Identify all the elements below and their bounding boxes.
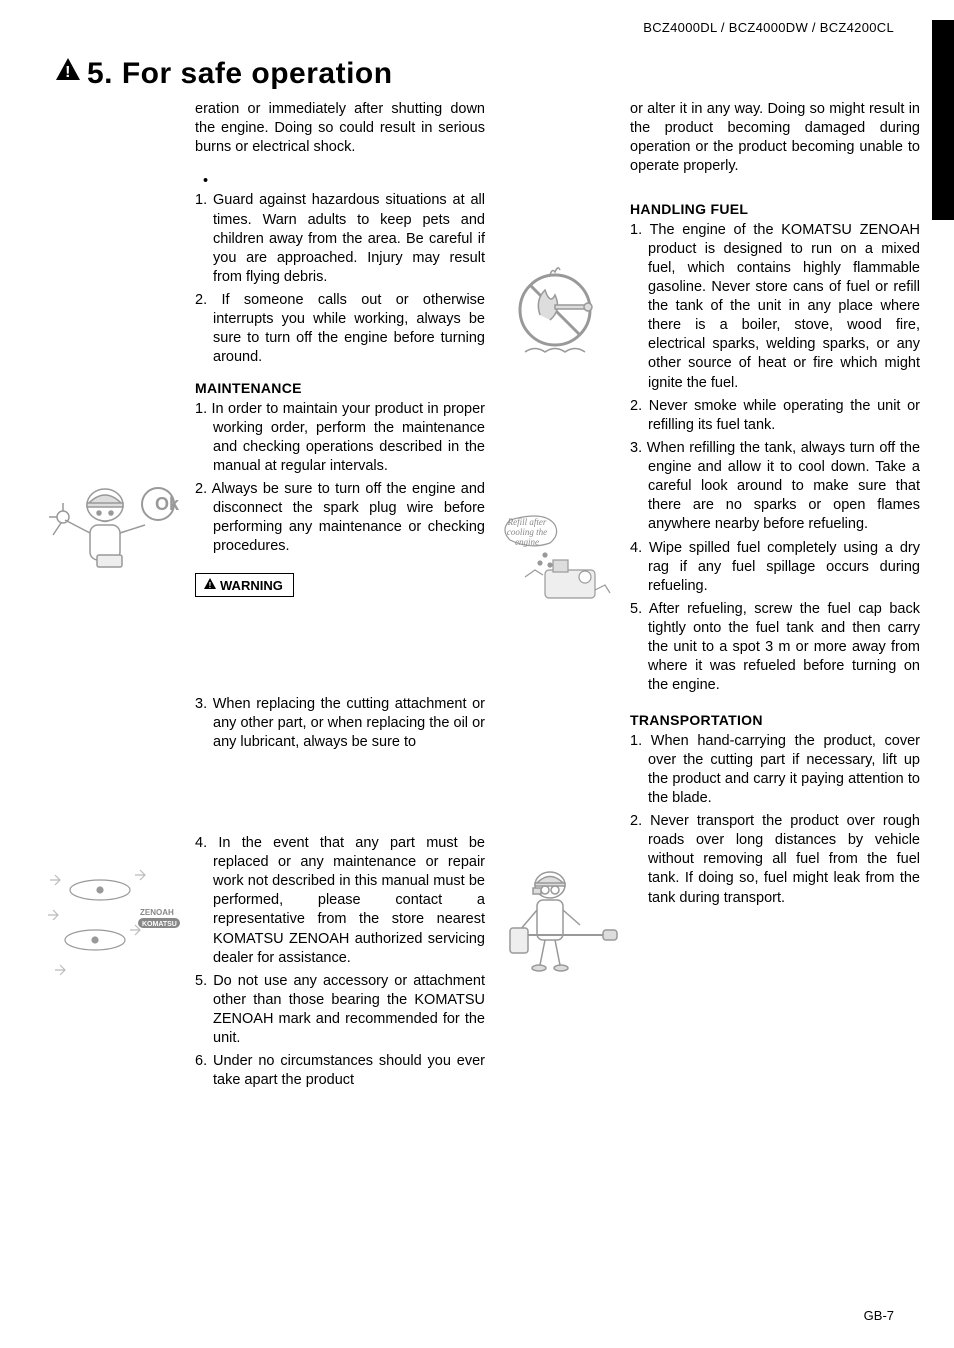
spacer — [195, 637, 485, 695]
fuel-heading: HANDLING FUEL — [630, 201, 920, 217]
page-title: ! 5. For safe operation — [55, 55, 393, 91]
refill-engine-icon: Refill after cooling the engine — [495, 505, 615, 620]
list-item: Under no circumstances should you ever t… — [195, 1052, 485, 1090]
right-column: or alter it in any way. Doing so might r… — [630, 100, 920, 912]
svg-text:Ok: Ok — [155, 494, 180, 514]
svg-text:ZENOAH: ZENOAH — [140, 908, 174, 917]
transport-heading: TRANSPORTATION — [630, 712, 920, 728]
svg-text:KOMATSU: KOMATSU — [142, 921, 177, 928]
safety-list: Guard against hazardous situations at al… — [195, 191, 485, 367]
maintenance-list-a: In order to maintain your product in pro… — [195, 400, 485, 557]
bullet-marker: • — [195, 173, 485, 189]
intro-paragraph: eration or immediately after shutting do… — [195, 100, 485, 157]
content-area: eration or immediately after shutting do… — [55, 100, 909, 1298]
list-item: When replacing the cutting attachment or… — [195, 695, 485, 752]
spacer — [195, 756, 485, 834]
document-header: BCZ4000DL / BCZ4000DW / BCZ4200CL — [643, 20, 894, 35]
list-item: Always be sure to turn off the engine an… — [195, 480, 485, 557]
list-item: After refueling, screw the fuel cap back… — [630, 600, 920, 696]
warning-box: ! WARNING — [195, 573, 294, 597]
fuel-list: The engine of the KOMATSU ZENOAH product… — [630, 221, 920, 696]
svg-text:engine: engine — [515, 537, 539, 547]
warning-label: WARNING — [220, 578, 283, 593]
list-item: When hand-carrying the product, cover ov… — [630, 732, 920, 809]
no-fire-icon — [500, 260, 610, 375]
carry-product-icon — [495, 860, 625, 985]
left-column: eration or immediately after shutting do… — [195, 100, 485, 1095]
list-item: Wipe spilled fuel completely using a dry… — [630, 539, 920, 596]
list-item: In the event that any part must be repla… — [195, 834, 485, 968]
list-item: Do not use any accessory or attachment o… — [195, 972, 485, 1049]
maintenance-list-b: When replacing the cutting attachment or… — [195, 695, 485, 752]
list-item: If someone calls out or otherwise interr… — [195, 291, 485, 368]
svg-text:cooling the: cooling the — [507, 527, 547, 537]
zenoah-parts-icon: ZENOAH KOMATSU — [45, 850, 185, 985]
intro-paragraph-right: or alter it in any way. Doing so might r… — [630, 100, 920, 177]
maintenance-heading: MAINTENANCE — [195, 380, 485, 396]
svg-text:!: ! — [65, 64, 71, 81]
page-footer: GB-7 — [864, 1308, 894, 1323]
page-edge-tab — [932, 20, 954, 220]
list-item: Never transport the product over rough r… — [630, 812, 920, 908]
list-item: The engine of the KOMATSU ZENOAH product… — [630, 221, 920, 393]
transport-list: When hand-carrying the product, cover ov… — [630, 732, 920, 908]
warning-triangle-icon: ! — [204, 577, 216, 592]
page-title-text: 5. For safe operation — [87, 57, 393, 90]
list-item: In order to maintain your product in pro… — [195, 400, 485, 477]
list-item: Never smoke while operating the unit or … — [630, 397, 920, 435]
maintenance-worker-icon: Ok — [45, 475, 185, 580]
svg-text:!: ! — [209, 581, 212, 589]
list-item: When refilling the tank, always turn off… — [630, 439, 920, 535]
maintenance-list-b2: In the event that any part must be repla… — [195, 834, 485, 1091]
list-item: Guard against hazardous situations at al… — [195, 191, 485, 287]
warning-triangle-icon: ! — [55, 55, 81, 89]
svg-text:Refill after: Refill after — [507, 517, 547, 527]
